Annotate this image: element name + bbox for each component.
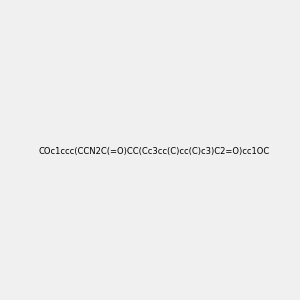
- Text: COc1ccc(CCN2C(=O)CC(Cc3cc(C)cc(C)c3)C2=O)cc1OC: COc1ccc(CCN2C(=O)CC(Cc3cc(C)cc(C)c3)C2=O…: [38, 147, 269, 156]
